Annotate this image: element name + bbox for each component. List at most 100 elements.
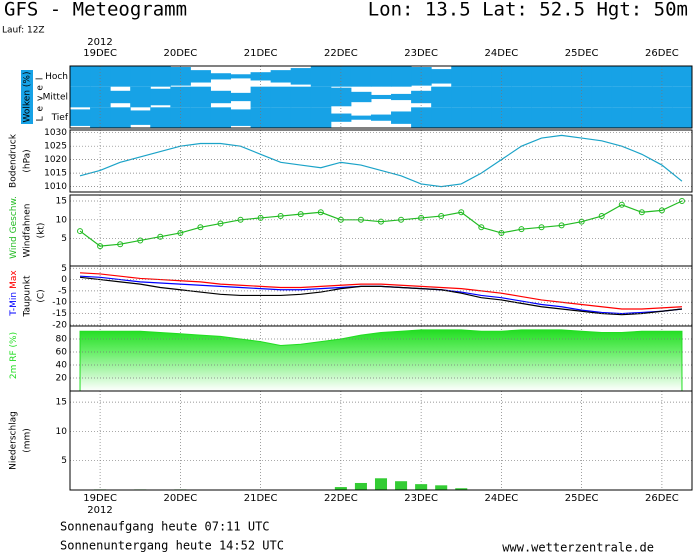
panel-frame [69,265,693,327]
cloud-cell [310,86,332,108]
bar [334,487,347,490]
line [79,275,683,315]
cloud-cell [290,107,312,128]
x-tick-label: 22DEC [324,493,358,504]
cloud-cell [370,114,392,121]
y-tick-label: 15 [56,398,67,408]
bar [374,478,388,490]
marker [458,209,465,216]
legend-entry: 2m RF (%) [9,332,19,379]
cloud-cell [350,115,372,120]
y-tick-label: -10 [52,298,67,308]
line [79,200,683,247]
y-axis-label: (hPa) [23,149,33,172]
cloud-cell [250,72,272,81]
run: Lauf: 12Z [2,26,45,36]
legend: 2m RF (%) [9,332,19,379]
cloud-cell [70,66,91,87]
level-name: Tief [51,113,69,123]
y-axis-label: Wolken (%) [23,72,33,123]
cloud-cell [591,107,613,128]
y-tick-label: 0 [61,275,67,285]
x-tick-label: 21DEC [244,493,278,504]
cloud-cell [511,86,532,108]
y-tick-label: 10 [56,427,68,437]
cloud-cell [270,107,292,128]
marker [478,224,485,231]
x-tick-label: 25DEC [565,48,599,59]
y-tick-label: 40 [56,361,68,371]
x-tick-label: 23DEC [404,48,438,59]
y-tick-label: 10 [56,215,68,225]
cloud-cell [230,92,252,102]
y-tick-label: 1025 [44,142,67,152]
level-label: Level [36,73,46,122]
marker [438,213,445,220]
cloud-cell [391,111,412,124]
cloud-cell [591,86,613,108]
cloud-cell [150,66,171,87]
x-tick-label: 19DEC [83,493,117,504]
cloud-cell [531,86,553,108]
cloud-cell [290,68,312,85]
cloud-cell [631,66,653,87]
cloud-cell [370,66,392,87]
legend-entry: Max [9,270,19,289]
cloud-cell [150,88,171,106]
y-tick-label: 1010 [44,182,67,192]
cloud-cell [170,67,191,86]
location: Lon: 13.5 Lat: 52.5 Hgt: 50m [368,0,688,21]
cloud-cell [110,90,131,104]
y-axis-label: Windfahnen [23,204,33,258]
marker [77,228,84,235]
y-tick-label: 1030 [44,128,67,138]
y-tick-label: 15 [56,197,67,207]
source: www.wetterzentrale.de [502,541,654,553]
marker [297,211,304,218]
marker [378,218,384,225]
y-tick-label: 5 [61,264,67,274]
cloud-cell [190,107,211,128]
y-axis-label: (mm) [23,428,33,453]
cloud-cell [671,107,693,128]
marker [418,214,425,221]
marker [518,226,525,233]
x-tick-label: 24DEC [485,48,519,59]
level-name: Hoch [45,72,68,82]
sunrise: Sonnenaufgang heute 07:11 UTC [60,520,270,534]
y-tick-label: 20 [56,374,68,384]
cloud-cell [190,70,211,83]
cloud-cell [310,66,332,87]
cloud-cell [130,66,151,87]
marker [598,213,605,220]
cloud-cell [210,73,232,80]
marker [658,207,665,214]
level-name: Mittel [43,93,68,103]
year-bottom: 2012 [87,505,112,516]
marker [137,237,144,244]
bar [435,485,448,490]
cloud-cell [471,86,492,108]
x-tick-label: 23DEC [404,493,438,504]
marker [97,243,104,250]
y-tick-label: -5 [58,286,67,296]
cloud-cell [411,67,432,86]
cloud-cell [70,86,91,108]
cloud-cell [270,86,292,108]
marker [618,201,625,208]
sunset: Sonnenuntergang heute 14:52 UTC [60,539,284,553]
cloud-cell [651,66,673,87]
cloud-cell [511,107,532,128]
y-tick-label: -15 [52,309,67,319]
cloud-cell [551,66,573,87]
cloud-cell [611,66,633,87]
cloud-cell [511,66,532,87]
title: GFS - Meteogramm [4,0,187,21]
x-tick-label: 19DEC [83,48,117,59]
marker [277,213,284,220]
bar [354,482,367,490]
y-tick-label: 5 [61,234,67,244]
cloud-cell [110,107,131,128]
bar [415,484,428,490]
cloud-cell [270,70,292,83]
